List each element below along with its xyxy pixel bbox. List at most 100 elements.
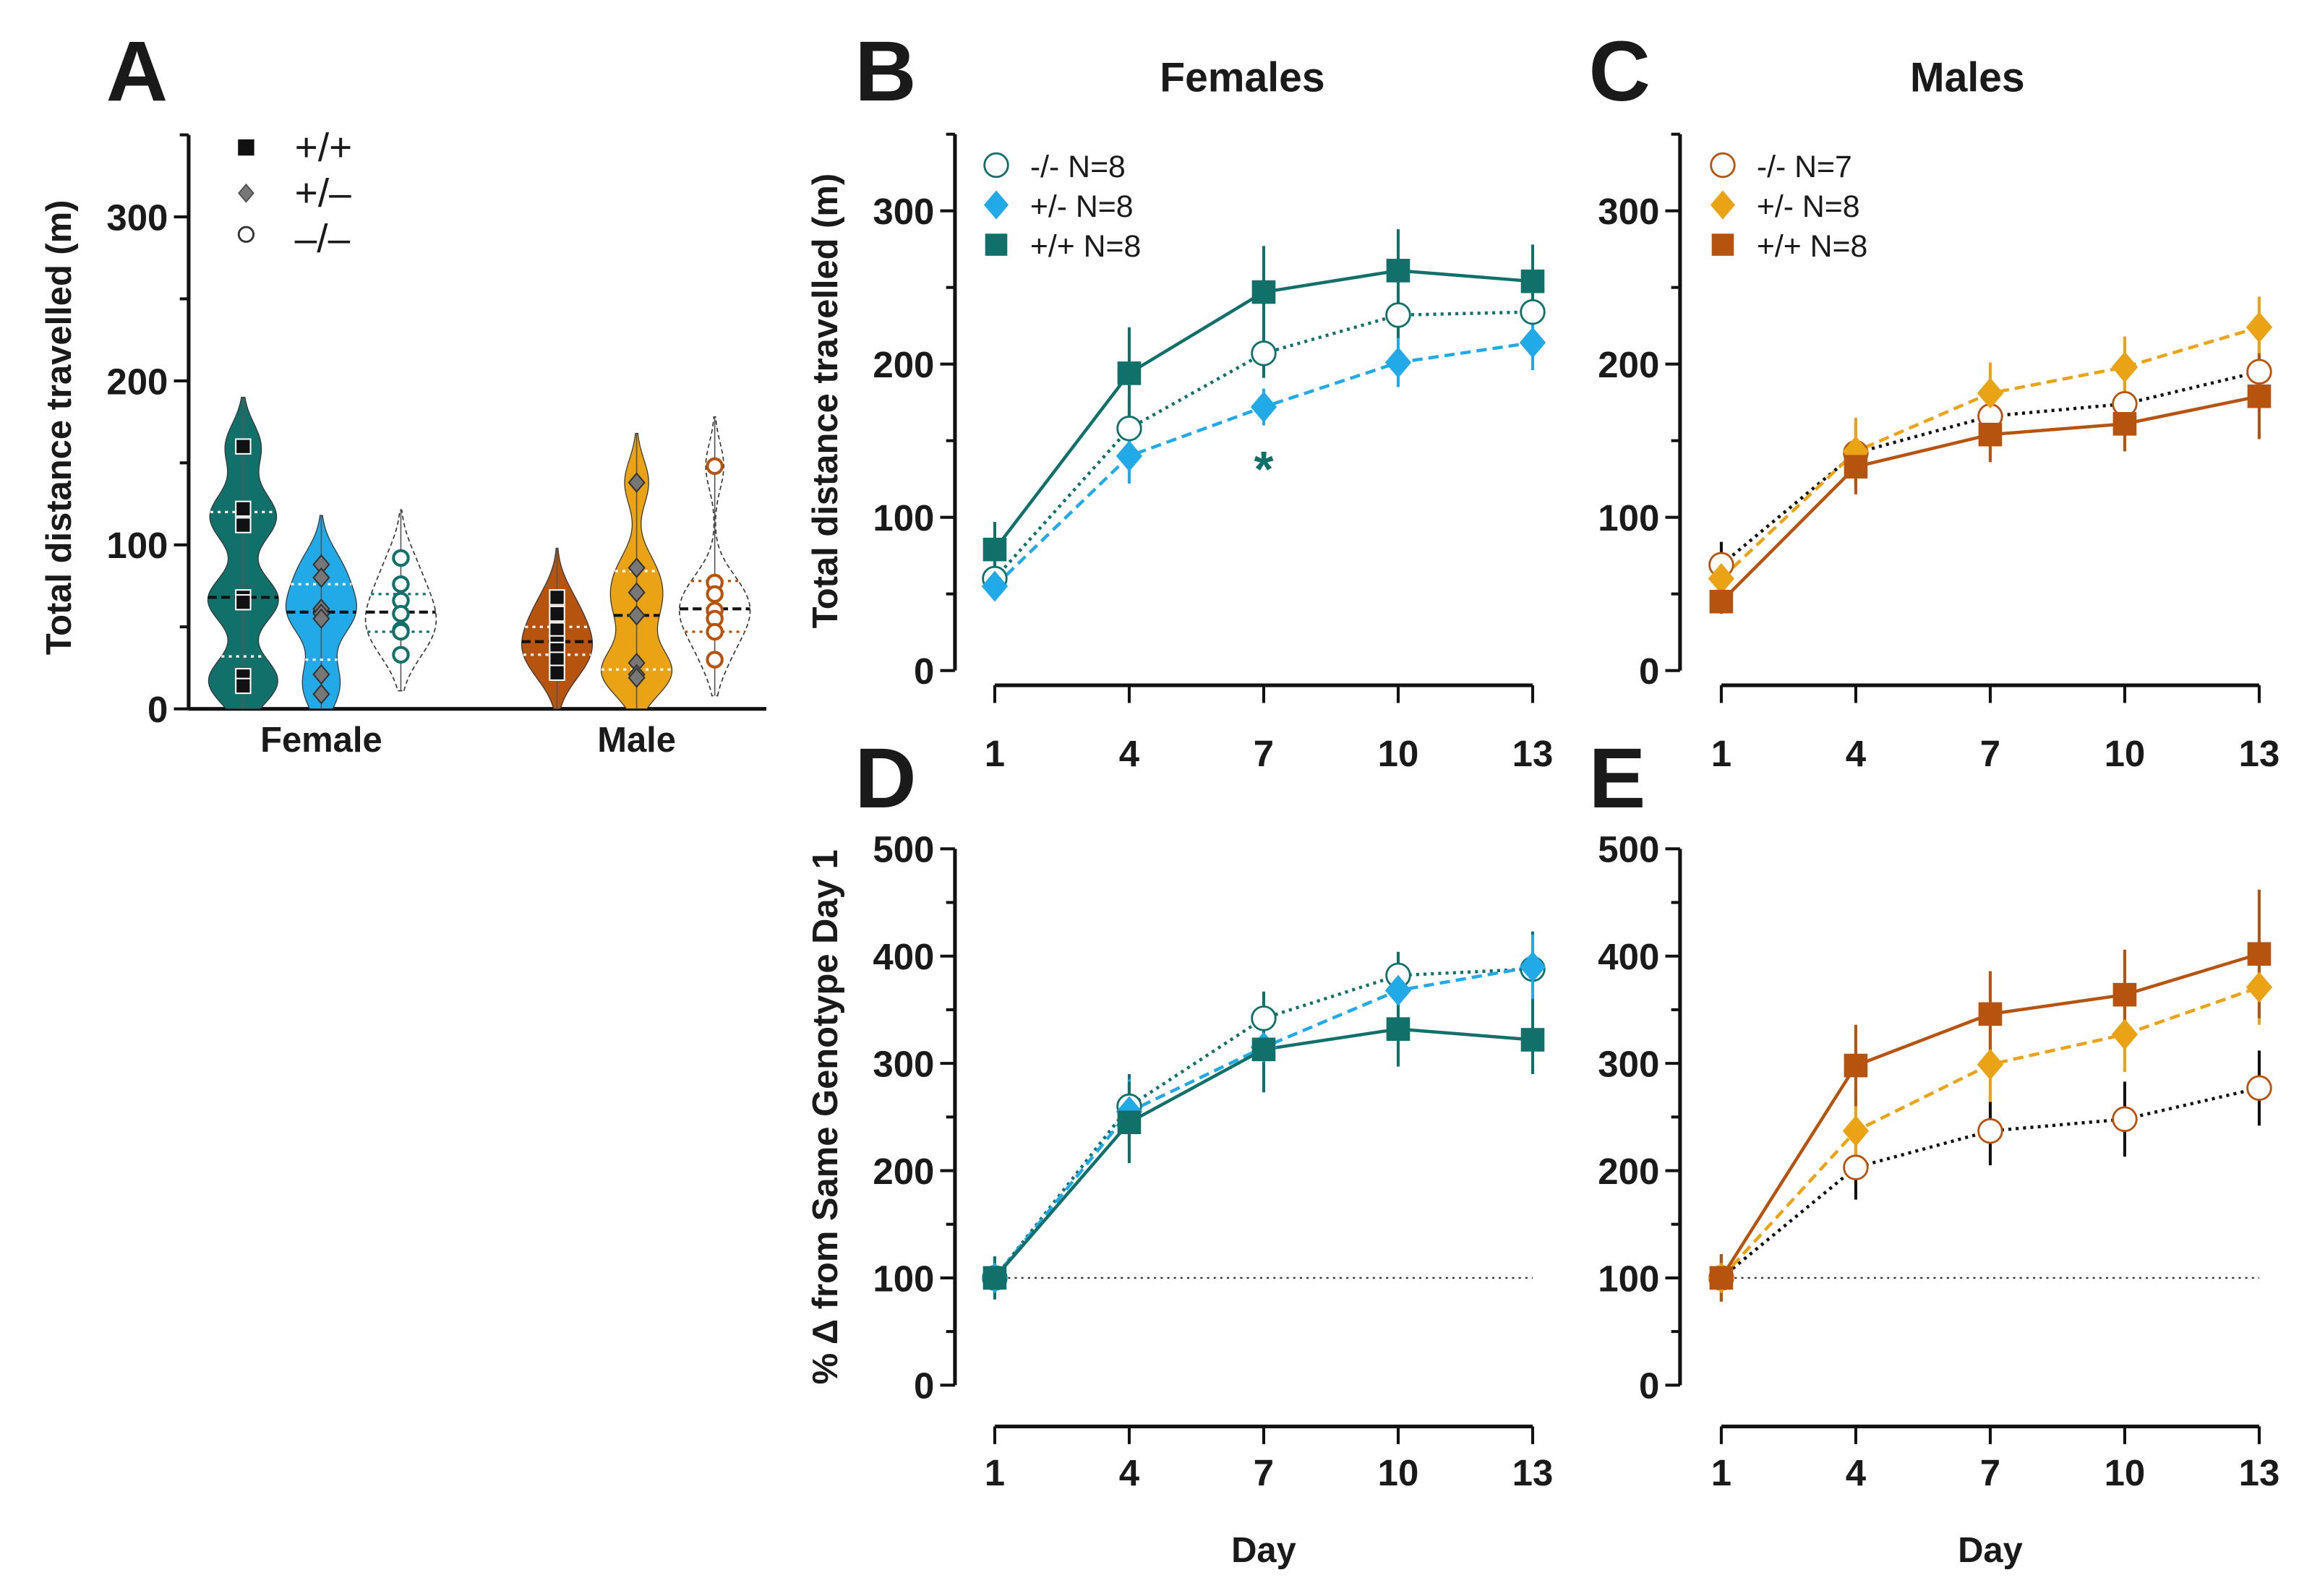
x-tick-label: 10 [2105,1452,2146,1493]
legend-label: +/- N=8 [1030,189,1134,224]
violin-group [678,416,751,697]
x-tick-label: 1 [985,1452,1005,1493]
y-tick-label: 200 [1598,1151,1659,1192]
data-point [235,677,252,695]
legend-marker [1710,190,1735,220]
y-tick-label: 400 [1598,936,1659,977]
panel-title: Males [1910,55,2025,101]
data-point [1251,1005,1277,1031]
x-tick-label: 7 [1980,733,2000,774]
series-line [1720,370,2260,567]
data-point [1251,340,1277,366]
data-point [2246,971,2273,1003]
data-point [1843,1154,1869,1180]
panel-letter-a: A [106,24,168,119]
legend: -/- N=7 +/- N=8 +/+ N=8 [1710,150,1867,264]
data-point [2111,351,2139,383]
data-point [1519,327,1546,359]
x-tick-label-male: Male [597,721,676,760]
data-point [1384,974,1412,1006]
y-tick-label: 300 [873,1043,934,1084]
x-tick-label: 13 [1512,733,1554,774]
data-point [706,651,724,669]
series-line [1720,1086,2260,1279]
data-point [1709,1266,1734,1290]
legend-label: +/+ N=8 [1030,229,1141,264]
panel-letter-c: C [1588,24,1650,119]
y-tick-label: 100 [873,497,934,539]
data-point [1520,1028,1545,1052]
x-tick-label: 7 [1980,1452,2000,1493]
panel-c: 0 100 200 300 1 4 7 10 13 Males -/- N=7 +/- N=8 +/+ … [1598,55,2279,775]
data-point [981,570,1009,602]
data-point [1250,391,1277,423]
legend-label: –/– [295,216,351,261]
data-point [1978,422,2003,447]
x-tick-label: 4 [1846,733,1867,774]
x-tick-label: 4 [1119,733,1140,774]
data-point [706,585,724,604]
y-axis-label: Total distance travelled (m) [40,200,79,656]
data-point [628,472,646,493]
panel-d: 0 100 200 300 400 500 1 4 7 10 13 % Δ from Same Gen… [806,829,1553,1570]
x-axis-label: Day [1231,1531,1296,1570]
violin-group [364,508,437,692]
y-tick-label: 300 [1598,191,1659,232]
legend-label: +/– [295,171,351,215]
y-tick-label: 100 [1598,497,1659,539]
y-tick-label: 0 [1639,651,1659,692]
y-tick-label: 200 [873,344,934,385]
data-point [392,604,410,623]
x-tick-label: 13 [1512,1452,1554,1493]
y-tick-label: 0 [147,689,168,730]
panel-letter-b: B [855,24,916,119]
data-point [2246,312,2273,343]
data-point [1842,1115,1870,1147]
violin-group [285,515,357,710]
data-point [628,557,646,578]
legend-label: -/- N=7 [1757,150,1852,184]
y-tick-label: 400 [873,936,934,977]
legend-marker-ko [237,226,255,243]
data-point [982,537,1007,562]
data-point [628,667,646,688]
data-point [549,664,565,681]
data-point [628,582,646,603]
data-point [1844,1053,1868,1078]
data-point [1384,347,1412,379]
data-point [1251,280,1276,304]
significance-asterisk: * [1254,441,1273,497]
data-point [549,605,565,622]
legend-marker [983,190,1009,220]
legend-marker [1710,152,1736,179]
data-point [2246,1075,2272,1101]
y-tick-label: 200 [873,1151,934,1192]
y-tick-label: 300 [1598,1043,1659,1084]
data-point [392,575,410,593]
x-tick-label: 13 [2239,733,2280,774]
x-tick-label: 1 [1711,733,1731,774]
data-point [1977,1049,2004,1081]
data-point [2246,359,2272,385]
data-point [235,438,252,455]
data-point [1117,1110,1142,1135]
x-tick-label: 1 [985,733,1005,774]
data-point [1844,455,1868,479]
data-point [1978,1002,2003,1026]
x-tick-label-female: Female [260,721,382,760]
data-point [392,622,410,641]
data-point [706,457,724,476]
data-point [2112,982,2137,1007]
data-point [312,683,330,705]
legend-marker [985,233,1008,256]
violin-group [207,396,279,710]
x-tick-label: 10 [2105,733,2146,774]
data-point [628,605,646,626]
panel-letter-d: D [855,731,916,826]
data-point [1116,440,1143,472]
data-point [1709,589,1734,614]
legend: +/++/––/– [237,124,352,261]
y-tick-label: 0 [914,651,934,692]
data-point [1385,302,1411,328]
x-axis-label: Day [1958,1531,2023,1570]
